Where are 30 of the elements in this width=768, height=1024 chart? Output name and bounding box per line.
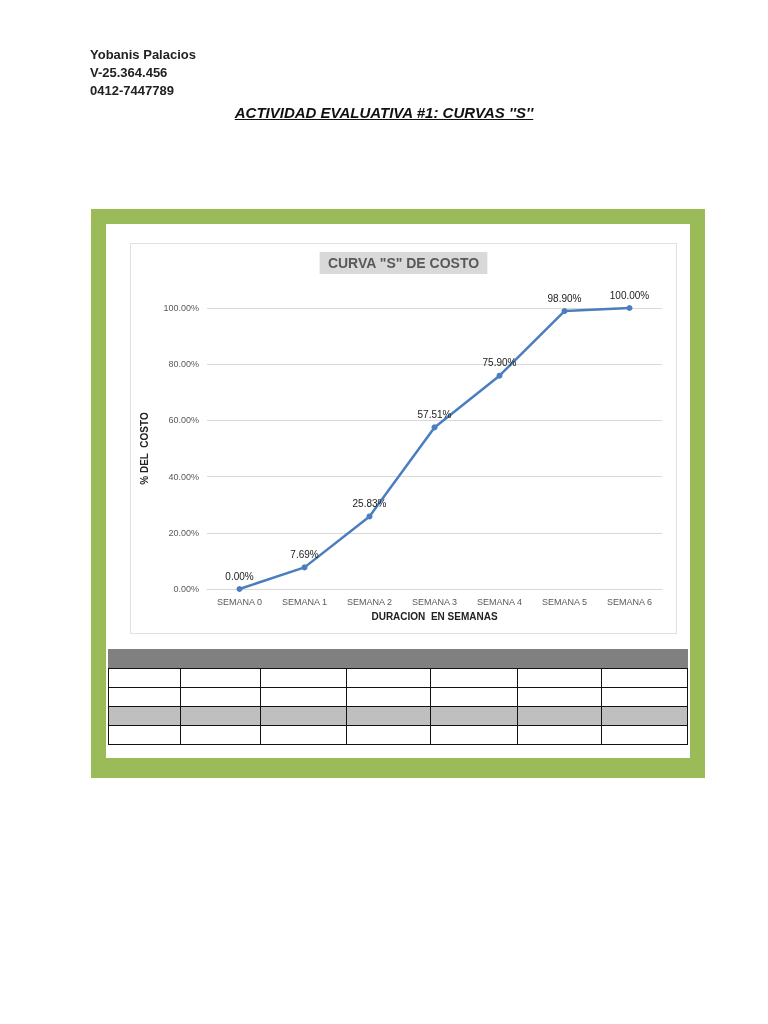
text: Yobanis Palacios bbox=[90, 46, 196, 64]
x-tick-label: SEMANA 2 bbox=[346, 596, 393, 607]
y-tick-label: 20.00% bbox=[168, 527, 199, 538]
y-tick-label: 60.00% bbox=[168, 415, 199, 426]
text: ACTIVIDAD EVALUATIVA #1: CURVAS ''S'' bbox=[233, 104, 535, 121]
data-label: 100.00% bbox=[609, 289, 650, 301]
x-tick-label: SEMANA 0 bbox=[216, 596, 263, 607]
x-axis-title: DURACION EN SEMANAS bbox=[371, 610, 498, 622]
y-tick-label: 0.00% bbox=[173, 584, 199, 594]
y-tick-label: 40.00% bbox=[168, 471, 199, 482]
x-tick-label: SEMANA 1 bbox=[281, 596, 328, 607]
point bbox=[626, 305, 633, 311]
text: 0412-7447789 bbox=[90, 82, 175, 100]
point bbox=[236, 586, 243, 592]
data-label: 0.00% bbox=[225, 570, 254, 582]
data-label: 98.90% bbox=[547, 292, 582, 304]
x-tick-label: SEMANA 4 bbox=[476, 596, 523, 607]
y-axis-title: % DEL COSTO bbox=[138, 412, 150, 485]
text: V-25.364.456 bbox=[90, 64, 169, 82]
point bbox=[561, 308, 568, 315]
y-tick-label: 100.00% bbox=[163, 303, 199, 313]
x-tick-label: SEMANA 6 bbox=[606, 596, 653, 607]
y-tick-label: 80.00% bbox=[168, 359, 199, 370]
point bbox=[496, 372, 503, 379]
x-tick-label: SEMANA 5 bbox=[541, 596, 588, 607]
data-label: 57.51% bbox=[417, 408, 452, 420]
x-tick-label: SEMANA 3 bbox=[411, 596, 458, 607]
data-label: 7.69% bbox=[290, 548, 319, 560]
chart-title: CURVA "S" DE COSTO bbox=[327, 255, 480, 271]
point bbox=[366, 513, 373, 520]
